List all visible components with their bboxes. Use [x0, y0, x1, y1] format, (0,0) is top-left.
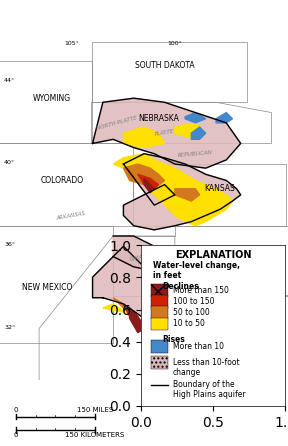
Bar: [151, 284, 168, 297]
Text: More than 10: More than 10: [173, 342, 224, 351]
Polygon shape: [130, 308, 144, 333]
Text: 150 KILOMETERS: 150 KILOMETERS: [65, 432, 125, 438]
Polygon shape: [0, 61, 92, 144]
Text: change: change: [173, 368, 201, 376]
Text: 0: 0: [14, 407, 18, 413]
Polygon shape: [0, 226, 113, 343]
Bar: [151, 306, 168, 319]
Polygon shape: [113, 236, 185, 271]
Polygon shape: [92, 98, 241, 168]
Polygon shape: [154, 349, 164, 359]
Text: Declines: Declines: [163, 282, 200, 291]
Text: NORTH PLATTE: NORTH PLATTE: [96, 115, 138, 131]
Polygon shape: [124, 164, 164, 189]
Bar: [151, 356, 168, 369]
Text: NEW MEXICO: NEW MEXICO: [22, 283, 73, 292]
Text: 40°: 40°: [4, 160, 15, 165]
Text: 105°: 105°: [65, 41, 79, 45]
Polygon shape: [124, 304, 150, 333]
Text: EXPLANATION: EXPLANATION: [175, 250, 251, 260]
Text: Boundary of the: Boundary of the: [173, 380, 234, 389]
Polygon shape: [175, 123, 206, 139]
Text: 10 to 50: 10 to 50: [173, 319, 205, 328]
Polygon shape: [0, 144, 133, 226]
Text: KANSAS: KANSAS: [205, 184, 236, 193]
Text: WYOMING: WYOMING: [32, 94, 71, 103]
Polygon shape: [124, 154, 241, 230]
Text: Less than 10-foot: Less than 10-foot: [173, 358, 239, 367]
Polygon shape: [164, 333, 175, 345]
Text: 100°: 100°: [168, 41, 182, 45]
Text: 36°: 36°: [4, 242, 15, 247]
Polygon shape: [92, 102, 272, 144]
Text: High Plains aquifer: High Plains aquifer: [173, 390, 245, 399]
Text: 0: 0: [14, 432, 18, 438]
Polygon shape: [133, 164, 286, 226]
Polygon shape: [113, 226, 288, 296]
Text: 44°: 44°: [4, 78, 15, 83]
Polygon shape: [144, 304, 154, 325]
Polygon shape: [191, 127, 206, 139]
Text: CIMARRON: CIMARRON: [129, 252, 159, 262]
Polygon shape: [185, 112, 206, 123]
Bar: [151, 295, 168, 308]
Text: 50 to 100: 50 to 100: [173, 308, 210, 317]
Polygon shape: [124, 127, 164, 148]
Text: PLATTE: PLATTE: [154, 129, 175, 137]
Text: REPUBLICAN: REPUBLICAN: [178, 150, 213, 158]
Polygon shape: [92, 41, 247, 102]
Polygon shape: [144, 178, 154, 193]
Text: in feet: in feet: [153, 271, 181, 280]
Polygon shape: [138, 174, 158, 189]
Polygon shape: [144, 267, 175, 283]
Text: Rises: Rises: [163, 335, 185, 344]
Text: 32°: 32°: [4, 325, 15, 330]
Polygon shape: [216, 112, 232, 123]
Text: NEBRASKA: NEBRASKA: [138, 114, 179, 123]
Polygon shape: [113, 298, 175, 349]
Bar: [151, 318, 168, 330]
Polygon shape: [113, 154, 232, 226]
Text: 100 to 150: 100 to 150: [173, 297, 214, 306]
Text: Water-level change,: Water-level change,: [153, 261, 240, 270]
Text: More than 150: More than 150: [173, 286, 229, 295]
Polygon shape: [92, 246, 196, 359]
Polygon shape: [175, 189, 200, 201]
Text: COLORADO: COLORADO: [40, 176, 83, 185]
Text: ARKANSAS: ARKANSAS: [56, 211, 86, 220]
Bar: [151, 340, 168, 353]
Text: SOUTH DAKOTA: SOUTH DAKOTA: [135, 61, 194, 70]
Polygon shape: [39, 236, 288, 446]
Text: 150 MILES: 150 MILES: [77, 407, 113, 413]
Text: OKLAHOMA: OKLAHOMA: [219, 246, 263, 255]
Polygon shape: [103, 304, 196, 359]
Text: TEXAS: TEXAS: [167, 334, 191, 343]
